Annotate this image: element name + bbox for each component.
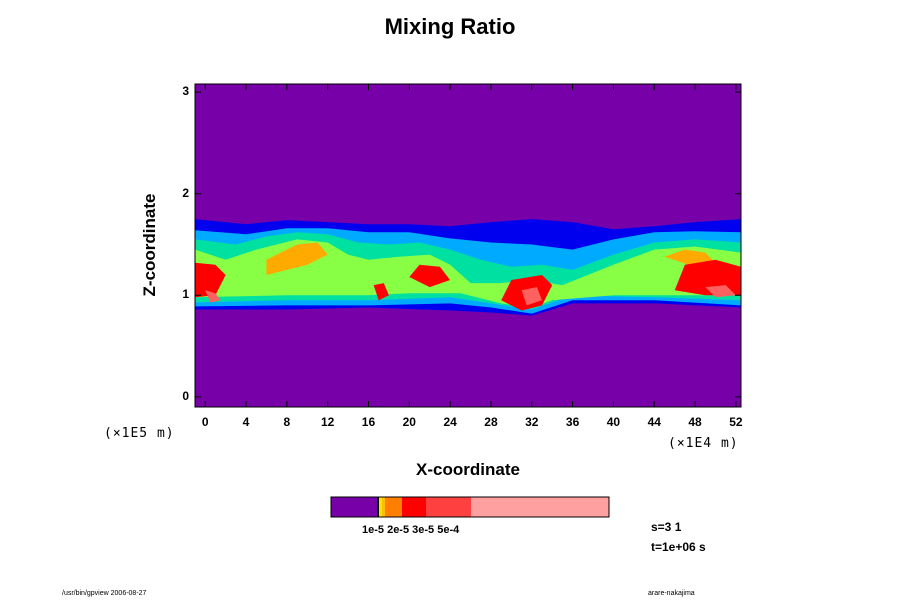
colorbar-label: 1e-5 2e-5 3e-5 5e-4 — [362, 524, 460, 536]
field-region-3 — [195, 239, 741, 308]
x-tick-label-9: 36 — [565, 415, 580, 429]
x-tick-label-5: 20 — [402, 415, 416, 429]
colorbar-segment-4 — [385, 497, 390, 517]
y-axis-unit: (×1E5 m) — [104, 426, 175, 441]
colorbar-segment-3 — [382, 497, 385, 517]
chart-title: Mixing Ratio — [384, 14, 516, 39]
colorbar — [330, 496, 610, 518]
x-tick-label-1: 4 — [242, 415, 250, 429]
x-tick-label-4: 16 — [361, 415, 376, 429]
x-tick-label-13: 52 — [729, 415, 743, 429]
x-axis-unit: (×1E4 m) — [668, 436, 739, 451]
field-region-13 — [705, 285, 736, 298]
colorbar-segment-8 — [471, 497, 609, 517]
x-tick-label-12: 48 — [688, 415, 702, 429]
y-tick-label-2: 2 — [182, 185, 189, 200]
y-tick-label-0: 0 — [182, 388, 189, 403]
field-region-7 — [409, 264, 451, 288]
colorbar-segment-0 — [331, 497, 377, 517]
x-tick-label-3: 12 — [320, 415, 335, 429]
colorbar-segment-6 — [402, 497, 426, 517]
x-tick-label-11: 44 — [647, 415, 661, 429]
x-tick-label-0: 0 — [201, 415, 209, 429]
colorbar-segment-5 — [390, 497, 402, 517]
mixing-ratio-field — [195, 219, 741, 316]
y-tick-label-3: 3 — [182, 84, 189, 99]
param-s: s=3 1 — [651, 520, 682, 534]
x-axis-label: X-coordinate — [416, 460, 520, 479]
x-tick-label-10: 40 — [606, 415, 621, 429]
x-tick-label-2: 8 — [283, 415, 291, 429]
colorbar-segment-1 — [377, 497, 379, 517]
field-region-12 — [521, 287, 542, 306]
x-tick-label-8: 32 — [525, 415, 539, 429]
y-tick-label-1: 1 — [182, 287, 189, 302]
y-axis-label: Z-coordinate — [140, 193, 159, 297]
field-region-10 — [373, 283, 389, 301]
footer-right: arare-nakajima — [648, 590, 695, 597]
axis-ticks — [195, 84, 741, 407]
colorbar-frame — [330, 496, 610, 518]
field-region-11 — [205, 290, 221, 303]
x-tick-label-7: 28 — [484, 415, 498, 429]
x-tick-label-6: 24 — [443, 415, 457, 429]
plot-frame — [194, 83, 742, 408]
field-region-4 — [266, 242, 328, 275]
colorbar-segment-7 — [426, 497, 471, 517]
param-t: t=1e+06 s — [651, 540, 706, 554]
footer-left: /usr/bin/gpview 2006-08-27 — [62, 590, 147, 597]
field-region-6 — [195, 262, 226, 298]
colorbar-segment-2 — [379, 497, 382, 517]
